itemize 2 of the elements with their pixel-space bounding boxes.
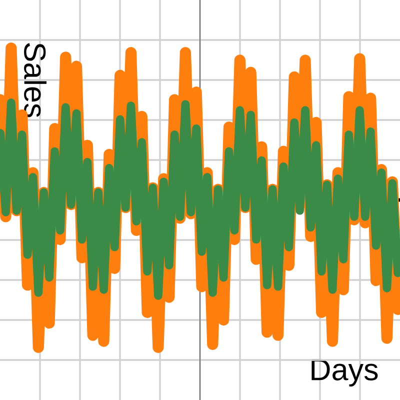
x-axis-title: Days [312,359,378,386]
y-axis-title: Sales [24,43,46,118]
